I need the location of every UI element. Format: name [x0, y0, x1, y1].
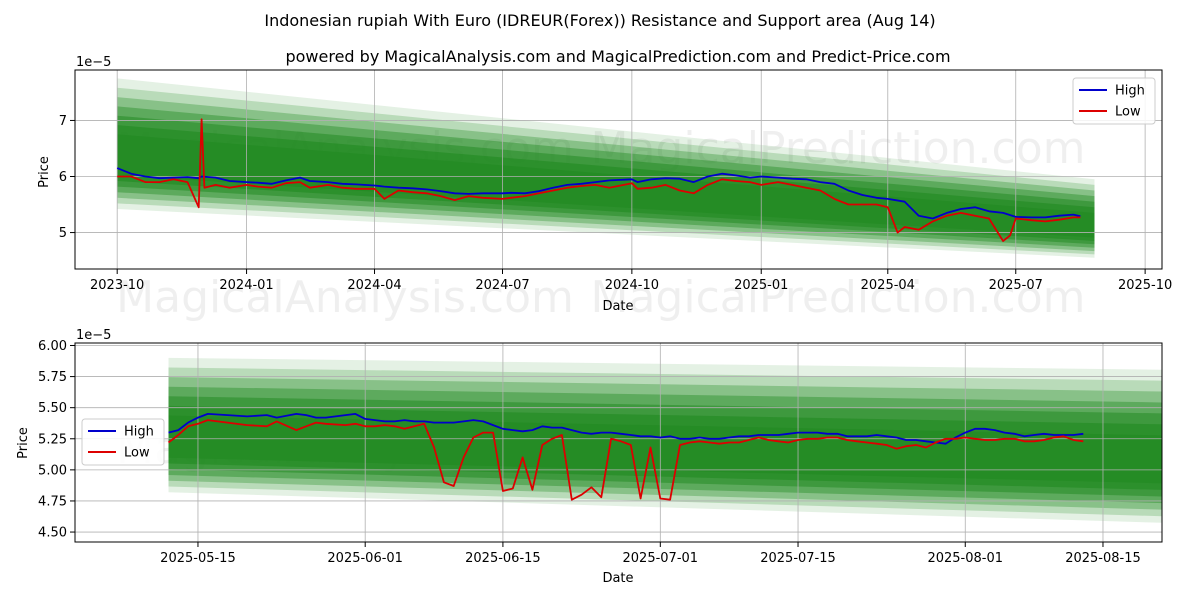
bottom-plot-area: 2025-05-15 2025-06-01 2025-06-15 2025-07-01… [38, 339, 1163, 566]
bottom-x-tick-label: 2025-06-15 [465, 551, 541, 566]
bottom-x-tick-label: 2025-05-15 [160, 551, 236, 566]
bottom-legend: High Low [81, 418, 165, 466]
bottom-legend-label-low: Low [124, 446, 150, 461]
top-x-tick-label: 2024-07 [475, 278, 529, 293]
bottom-y-tick-label: 5.75 [38, 370, 67, 385]
bottom-x-tick-label: 2025-08-15 [1065, 551, 1141, 566]
watermark-middle-right: MagicalPrediction.com [591, 272, 1086, 323]
bottom-legend-label-high: High [124, 425, 154, 440]
top-x-tick-label: 2025-10 [1118, 278, 1172, 293]
bottom-y-tick-label: 5.00 [38, 463, 67, 478]
top-x-tick-label: 2025-07 [989, 278, 1043, 293]
top-series-low-line [117, 118, 1081, 242]
top-plot-inner [75, 70, 1162, 269]
top-x-tick-label: 2023-10 [90, 278, 144, 293]
chart-subtitle: powered by MagicalAnalysis.com and Magic… [285, 47, 950, 66]
bottom-y-scale-label: 1e−5 [76, 328, 111, 343]
bottom-y-tick-label: 5.50 [38, 401, 67, 416]
top-series-high-line [116, 167, 1081, 220]
bottom-band-layer [168, 415, 1162, 484]
bottom-x-tick-label: 2025-07-15 [760, 551, 836, 566]
top-plot-area: 2023-10 2024-01 2024-04 2024-07 2024-10 2025-… [59, 69, 1172, 293]
watermark-middle-left: MagicalAnalysis.com [116, 272, 574, 323]
top-x-tick-label: 2025-04 [861, 278, 915, 293]
top-legend-label-low: Low [1115, 105, 1141, 120]
bottom-plot-frame [74, 342, 1163, 543]
bottom-x-tick-label: 2025-08-01 [927, 551, 1003, 566]
bottom-y-tick-label: 5.25 [38, 432, 67, 447]
bottom-plot-inner [75, 343, 1162, 542]
top-y-axis-label: Price [37, 156, 52, 188]
bottom-y-tick-label: 4.75 [38, 494, 67, 509]
top-y-tick-label: 5 [59, 226, 67, 241]
top-legend: High Low [1072, 77, 1156, 125]
top-x-tick-label: 2025-01 [734, 278, 788, 293]
bottom-y-axis-label: Price [16, 427, 31, 459]
top-x-tick-label: 2024-04 [347, 278, 401, 293]
bottom-y-tick-label: 4.50 [38, 526, 67, 541]
top-y-tick-label: 6 [59, 170, 67, 185]
bottom-series-high-line [168, 413, 1084, 445]
chart-title: Indonesian rupiah With Euro (IDREUR(Fore… [264, 11, 935, 30]
top-legend-label-high: High [1115, 84, 1145, 99]
bottom-x-tick-label: 2025-06-01 [327, 551, 403, 566]
top-y-scale-label: 1e−5 [76, 55, 111, 70]
top-x-tick-label: 2024-01 [219, 278, 273, 293]
bottom-x-axis-label: Date [602, 571, 633, 586]
top-y-tick-label: 7 [59, 114, 67, 129]
top-x-tick-label: 2024-10 [605, 278, 659, 293]
top-x-axis-label: Date [602, 299, 633, 314]
top-band-layer [117, 134, 1095, 238]
top-plot-frame [74, 69, 1163, 270]
bottom-y-tick-label: 6.00 [38, 339, 67, 354]
bottom-x-tick-label: 2025-07-01 [623, 551, 699, 566]
bottom-series-low-line [167, 419, 1084, 501]
